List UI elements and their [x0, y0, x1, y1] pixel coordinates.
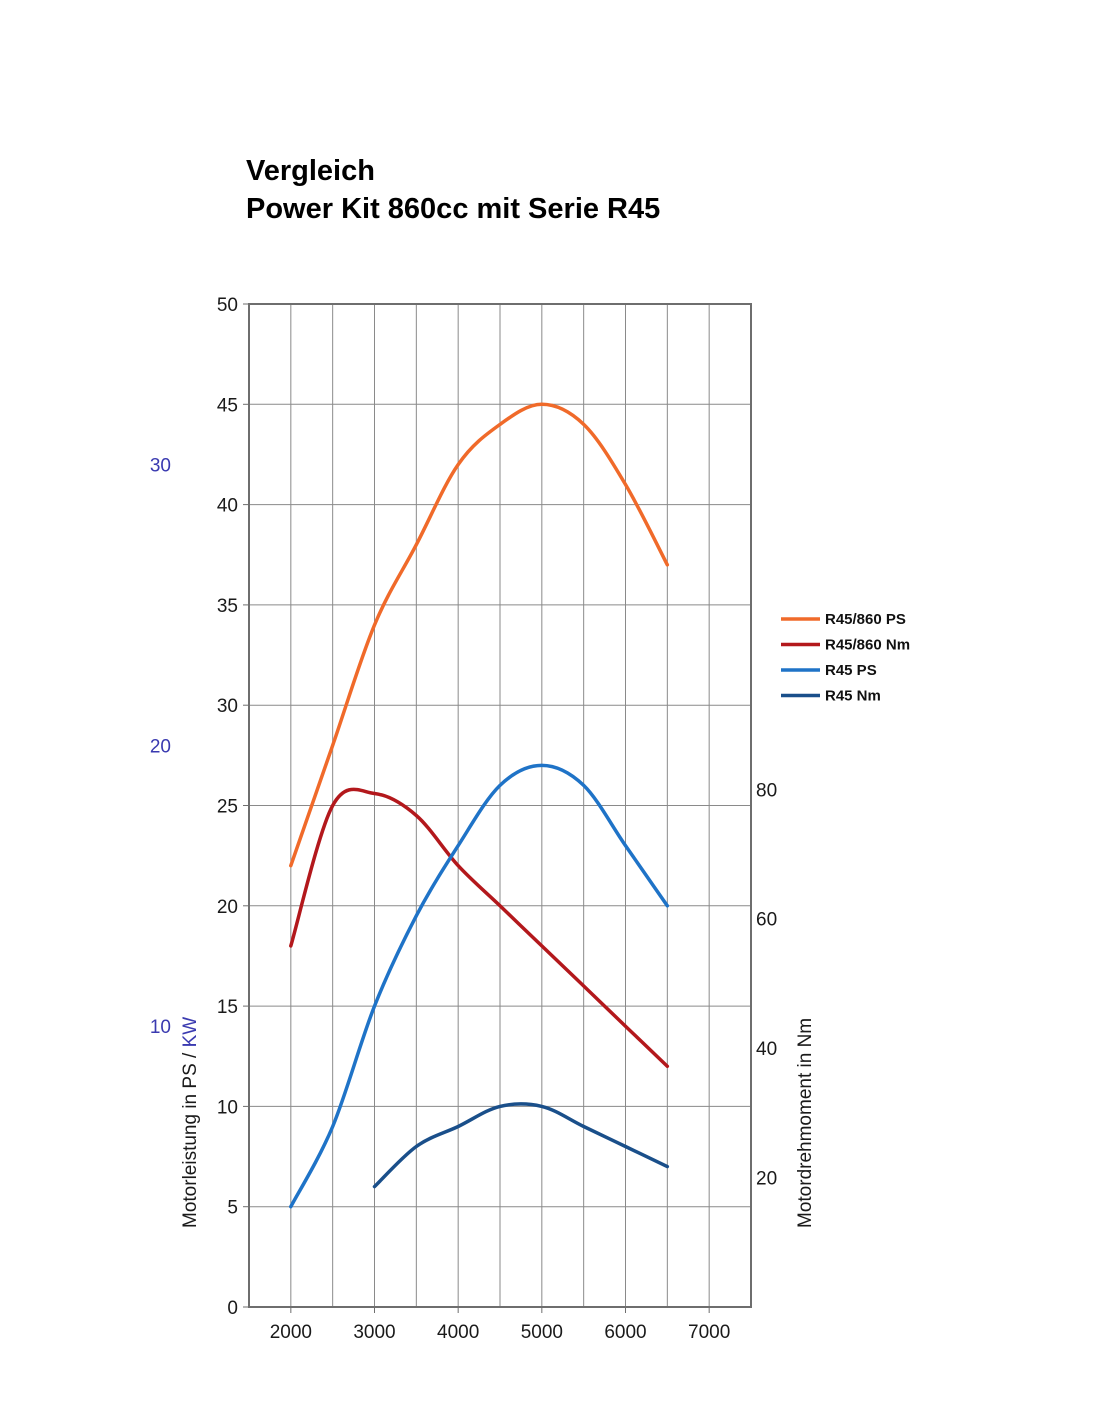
y-tick-right-20: 20 [756, 1169, 777, 1190]
y-tick-left-10: 10 [217, 1097, 238, 1118]
chart-title-line-2: Power Kit 860cc mit Serie R45 [246, 193, 661, 225]
y-tick-kw-20: 20 [150, 736, 171, 757]
grid-lines [249, 304, 751, 1307]
x-tick-5000: 5000 [521, 1322, 563, 1343]
y-axis-label-ps: Motorleistung in PS / [180, 1047, 201, 1228]
series-line-4 [372, 1102, 670, 1189]
x-tick-7000: 7000 [688, 1322, 730, 1343]
y-tick-right-80: 80 [756, 780, 777, 801]
chart-title-line-1: Vergleich [246, 155, 375, 187]
legend-label-4: R45 Nm [825, 688, 881, 705]
x-tick-4000: 4000 [437, 1322, 479, 1343]
series-line-2 [289, 787, 670, 1069]
y-tick-right-40: 40 [756, 1039, 777, 1060]
y-tick-right-60: 60 [756, 910, 777, 931]
y-tick-left-15: 15 [217, 997, 238, 1018]
legend-label-2: R45/860 Nm [825, 637, 910, 654]
legend-label-3: R45 PS [825, 662, 877, 679]
y-axis-label-kw: KW [180, 1017, 201, 1048]
series-lines [289, 402, 670, 1209]
y-tick-left-30: 30 [217, 696, 238, 717]
tick-labels: 0 5 10 15 20 25 30 35 40 45 50 10 20 30 20 40 60 80 2000 30… [150, 295, 777, 1343]
x-tick-6000: 6000 [604, 1322, 646, 1343]
y-axis-label-left: Motorleistung in PS / KW [180, 1017, 201, 1228]
y-tick-left-50: 50 [217, 295, 238, 316]
y-tick-left-35: 35 [217, 596, 238, 617]
series-line-3 [289, 763, 670, 1209]
legend: R45/860 PS R45/860 Nm R45 PS R45 Nm [781, 611, 910, 705]
y-tick-kw-10: 10 [150, 1017, 171, 1038]
x-tick-3000: 3000 [353, 1322, 395, 1343]
y-tick-left-25: 25 [217, 797, 238, 818]
y-tick-left-5: 5 [227, 1198, 238, 1219]
y-tick-left-0: 0 [227, 1298, 238, 1319]
y-axis-label-right: Motordrehmoment in Nm [795, 1018, 816, 1228]
legend-label-1: R45/860 PS [825, 611, 906, 628]
y-tick-left-20: 20 [217, 897, 238, 918]
y-tick-kw-30: 30 [150, 455, 171, 476]
y-tick-left-40: 40 [217, 496, 238, 517]
y-tick-left-45: 45 [217, 395, 238, 416]
x-tick-2000: 2000 [270, 1322, 312, 1343]
series-line-1 [289, 402, 670, 868]
